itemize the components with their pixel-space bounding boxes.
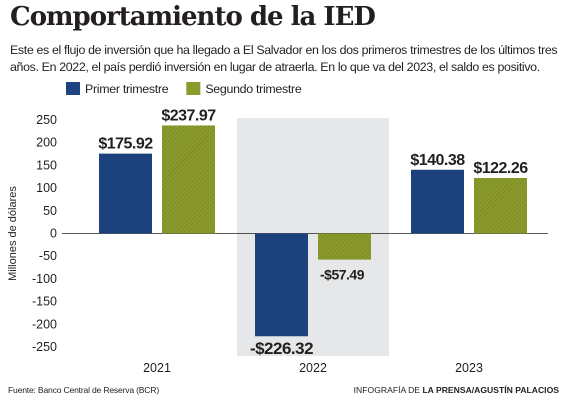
legend: Primer trimestre Segundo trimestre	[66, 82, 302, 96]
data-label-2022-primer-trimestre: -$226.32	[250, 339, 313, 358]
bar-2023-segundo-trimestre-texture	[474, 177, 527, 234]
y-tick-50: 50	[43, 204, 57, 218]
x-axis: 2021 2022 2023	[143, 361, 483, 375]
data-label-2022-segundo-trimestre: -$57.49	[320, 267, 365, 283]
y-axis-label: Millones de dólares	[7, 186, 19, 281]
x-tick-2021: 2021	[143, 361, 171, 375]
y-tick-250: -250	[32, 340, 57, 354]
y-tick-200: -200	[32, 317, 57, 331]
chart-title: Comportamiento de la IED	[10, 2, 376, 32]
y-tick-0: 0	[50, 227, 57, 241]
y-tick-150: 150	[36, 158, 57, 172]
legend-label-segundo-trimestre: Segundo trimestre	[205, 82, 302, 96]
bar-2023-primer-trimestre-texture	[411, 169, 464, 234]
data-label-2021-segundo-trimestre: $237.97	[161, 107, 216, 124]
credit-name: LA PRENSA/AGUSTÍN PALACIOS	[422, 385, 559, 395]
bar-2021-primer-trimestre-texture	[99, 153, 152, 234]
bars: $175.92 $237.97 -$226.32 -$57.49 $140.38 $122…	[98, 107, 528, 358]
x-tick-2023: 2023	[455, 361, 483, 375]
data-label-2023-primer-trimestre: $140.38	[410, 152, 465, 169]
source-note: Fuente: Banco Central de Reserva (BCR)	[8, 385, 159, 395]
bar-2022-segundo-trimestre-texture	[318, 233, 371, 260]
y-axis: 250 200 150 100 50 0 -50 -100 -150 -200 -250	[32, 113, 57, 354]
data-label-2021-primer-trimestre: $175.92	[98, 136, 153, 153]
y-tick-50: -50	[39, 249, 57, 263]
y-tick-100: -100	[32, 272, 57, 286]
y-tick-100: 100	[36, 181, 57, 195]
y-tick-200: 200	[36, 136, 57, 150]
legend-label-primer-trimestre: Primer trimestre	[85, 82, 169, 96]
credit-prefix: INFOGRAFÍA DE	[353, 385, 423, 395]
bar-2021-segundo-trimestre-texture	[162, 125, 215, 234]
credit-note: INFOGRAFÍA DE LA PRENSA/AGUSTÍN PALACIOS	[354, 385, 559, 395]
bar-2022-primer-trimestre-texture	[255, 233, 308, 337]
chart-subtitle: Este es el flujo de inversión que ha lle…	[10, 43, 558, 74]
data-label-2023-segundo-trimestre: $122.26	[473, 160, 528, 177]
legend-swatch-segundo-trimestre	[186, 82, 201, 95]
y-tick-250: 250	[36, 113, 57, 127]
y-tick-150: -150	[32, 295, 57, 309]
legend-swatch-primer-trimestre	[66, 82, 80, 95]
x-tick-2022: 2022	[299, 361, 327, 375]
